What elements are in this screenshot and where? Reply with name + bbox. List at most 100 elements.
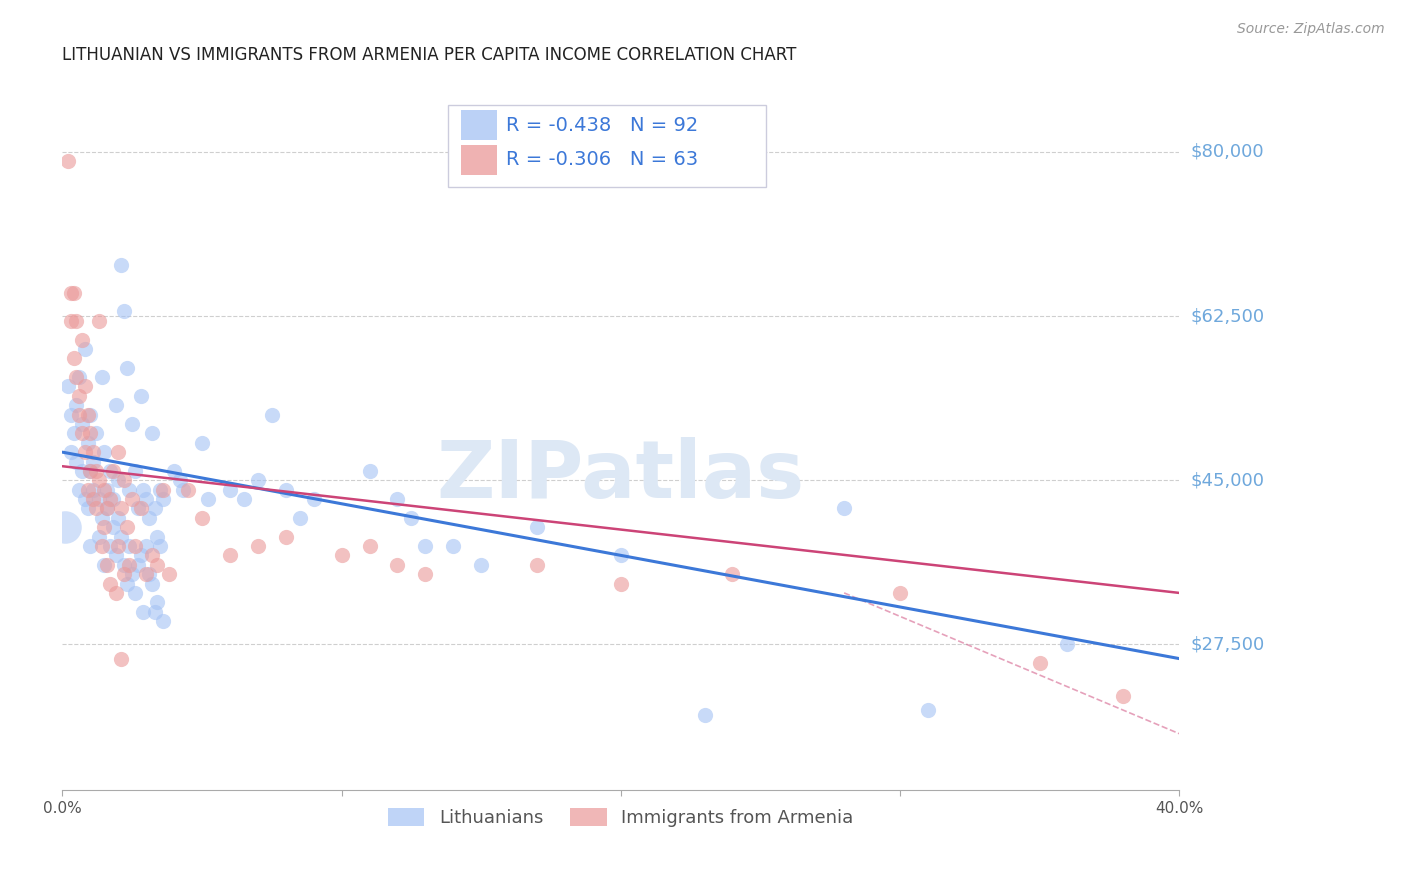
Point — [112, 558, 135, 572]
Text: $80,000: $80,000 — [1191, 143, 1264, 161]
Point — [149, 539, 172, 553]
Point — [441, 539, 464, 553]
Point — [526, 558, 548, 572]
Point — [387, 492, 409, 507]
Point — [90, 511, 112, 525]
Point — [118, 483, 141, 497]
Point — [124, 464, 146, 478]
Point — [62, 351, 84, 366]
Point — [246, 539, 269, 553]
Point — [219, 483, 242, 497]
Text: $27,500: $27,500 — [1191, 635, 1264, 654]
Point — [135, 567, 157, 582]
Point — [143, 501, 166, 516]
Point — [152, 614, 174, 628]
Point — [110, 530, 132, 544]
Point — [115, 360, 138, 375]
Point — [138, 567, 160, 582]
Text: $45,000: $45,000 — [1191, 471, 1264, 490]
Point — [65, 314, 87, 328]
Point — [59, 408, 82, 422]
Point — [53, 520, 76, 534]
Point — [104, 549, 127, 563]
Point — [107, 473, 129, 487]
Point — [889, 586, 911, 600]
Point — [112, 473, 135, 487]
Point — [110, 258, 132, 272]
Point — [98, 576, 121, 591]
Point — [56, 154, 79, 169]
Point — [87, 492, 110, 507]
Point — [65, 398, 87, 412]
FancyBboxPatch shape — [461, 145, 496, 175]
Point — [59, 445, 82, 459]
Point — [274, 530, 297, 544]
Point — [246, 473, 269, 487]
Point — [62, 285, 84, 300]
Point — [96, 501, 118, 516]
Point — [76, 435, 98, 450]
Point — [1028, 657, 1050, 671]
Point — [79, 464, 101, 478]
Point — [302, 492, 325, 507]
Point — [138, 511, 160, 525]
Point — [104, 586, 127, 600]
Point — [76, 408, 98, 422]
Point — [96, 483, 118, 497]
Point — [132, 483, 155, 497]
Point — [191, 511, 214, 525]
Point — [127, 501, 149, 516]
Point — [169, 473, 191, 487]
Point — [79, 539, 101, 553]
Point — [191, 435, 214, 450]
Point — [146, 530, 169, 544]
Point — [59, 285, 82, 300]
Point — [70, 426, 93, 441]
Point — [115, 576, 138, 591]
Point — [87, 473, 110, 487]
Point — [917, 703, 939, 717]
Point — [135, 492, 157, 507]
Point — [387, 558, 409, 572]
Point — [70, 464, 93, 478]
Point — [288, 511, 311, 525]
Point — [101, 492, 124, 507]
Point — [470, 558, 492, 572]
Point — [76, 501, 98, 516]
FancyBboxPatch shape — [461, 111, 496, 140]
Point — [141, 426, 163, 441]
Point — [526, 520, 548, 534]
Point — [115, 520, 138, 534]
Point — [610, 576, 633, 591]
Point — [172, 483, 194, 497]
Point — [87, 530, 110, 544]
Point — [135, 539, 157, 553]
Text: LITHUANIAN VS IMMIGRANTS FROM ARMENIA PER CAPITA INCOME CORRELATION CHART: LITHUANIAN VS IMMIGRANTS FROM ARMENIA PE… — [62, 46, 797, 64]
Point — [90, 539, 112, 553]
Point — [84, 464, 107, 478]
Point — [118, 539, 141, 553]
Point — [93, 558, 115, 572]
Point — [610, 549, 633, 563]
Point — [146, 595, 169, 609]
Point — [832, 501, 855, 516]
Point — [96, 501, 118, 516]
Point — [132, 605, 155, 619]
Point — [56, 379, 79, 393]
Point — [73, 492, 96, 507]
Point — [146, 558, 169, 572]
Point — [82, 445, 104, 459]
Point — [73, 379, 96, 393]
Point — [67, 483, 90, 497]
Point — [107, 445, 129, 459]
Point — [79, 408, 101, 422]
Point — [112, 567, 135, 582]
Text: Source: ZipAtlas.com: Source: ZipAtlas.com — [1237, 22, 1385, 37]
Point — [163, 464, 186, 478]
Point — [112, 304, 135, 318]
Text: R = -0.438   N = 92: R = -0.438 N = 92 — [506, 116, 697, 135]
Point — [693, 707, 716, 722]
Point — [67, 389, 90, 403]
Point — [149, 483, 172, 497]
Point — [118, 558, 141, 572]
